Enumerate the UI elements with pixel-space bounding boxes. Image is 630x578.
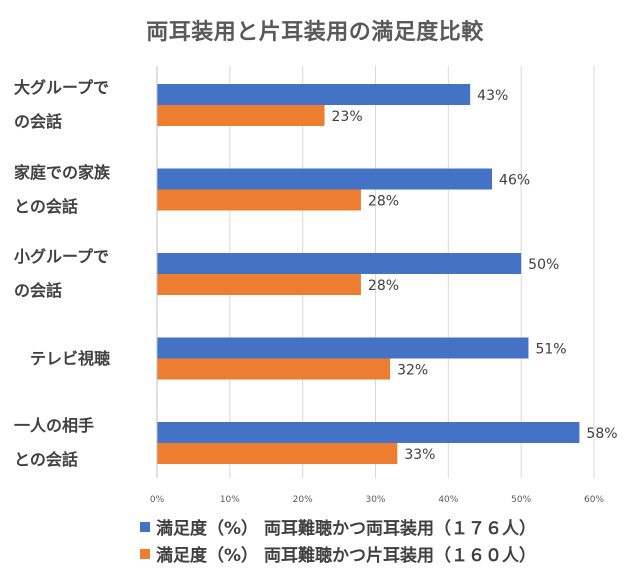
bar [157, 443, 398, 464]
data-label: 51% [535, 342, 566, 358]
bar [157, 422, 580, 443]
category-label-line: の会話 [14, 281, 63, 300]
category-label: 一人の相手 との会話 [14, 409, 142, 477]
bar [157, 253, 522, 274]
category-label: 大グループで の会話 [14, 71, 142, 139]
legend-swatch-orange [140, 548, 150, 559]
category-label-line: テレビ視聴 [30, 348, 111, 368]
data-label: 43% [477, 88, 508, 104]
category-label: 小グループで の会話 [14, 240, 142, 308]
data-label: 58% [586, 426, 617, 442]
x-tick-label: 60% [584, 495, 604, 505]
bar [157, 274, 361, 295]
legend-label: 満足度（%） 両耳難聴かつ両耳装用（１７６人） [156, 519, 536, 539]
data-label: 46% [499, 173, 530, 189]
category-label-line: 大グループで [14, 78, 110, 97]
bar [157, 168, 493, 190]
x-tick-label: 50% [511, 495, 531, 505]
legend-item-one-ear: 満足度（%） 両耳難聴かつ片耳装用（１６０人） [140, 541, 536, 566]
bar [157, 189, 361, 211]
bar [157, 105, 325, 126]
bar [157, 84, 471, 105]
x-tick-label: 10% [220, 495, 240, 505]
legend-label: 満足度（%） 両耳難聴かつ片耳装用（１６０人） [156, 546, 536, 566]
bar [157, 358, 391, 380]
category-label-line: との会話 [14, 196, 78, 216]
data-label: 28% [368, 194, 399, 210]
x-tick-label: 40% [438, 495, 458, 505]
data-label: 32% [397, 363, 428, 379]
x-tick-label: 30% [365, 495, 385, 505]
data-label: 28% [368, 278, 399, 294]
chart-title: 両耳装用と片耳装用の満足度比較 [146, 20, 484, 45]
category-label-line: 一人の相手 [14, 416, 95, 435]
category-label: テレビ視聴 [30, 342, 158, 376]
legend-item-both-ears: 満足度（%） 両耳難聴かつ両耳装用（１７６人） [140, 514, 536, 539]
category-label-line: の会話 [14, 112, 63, 131]
category-label-line: 小グループで [14, 247, 110, 266]
category-label-line: との会話 [14, 450, 78, 469]
category-label: 家庭での家族 との会話 [14, 156, 142, 224]
bar [157, 337, 529, 359]
x-tick-label: 0% [150, 495, 165, 505]
category-label-line: 家庭での家族 [14, 162, 111, 182]
data-label: 33% [404, 447, 435, 463]
legend-swatch-blue [140, 521, 150, 532]
data-label: 50% [528, 257, 559, 273]
x-tick-label: 20% [293, 495, 313, 505]
data-label: 23% [332, 109, 363, 125]
